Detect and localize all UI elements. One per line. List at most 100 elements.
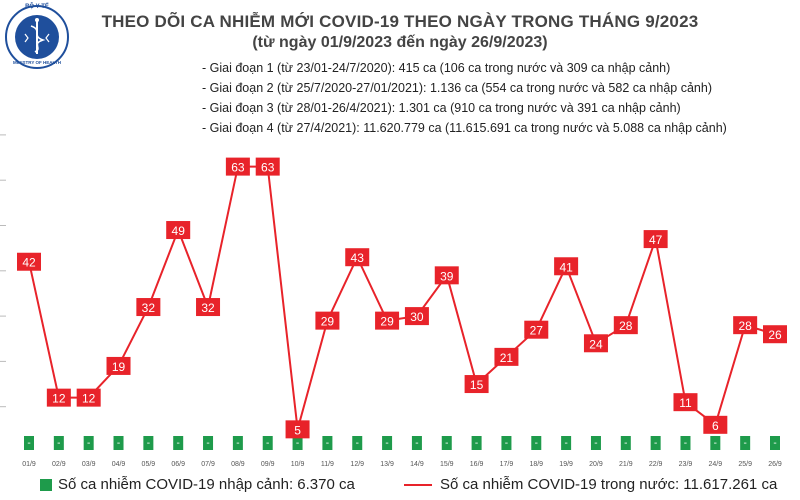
data-label: 39 — [440, 269, 454, 283]
imported-bar — [352, 436, 363, 450]
x-tick-label: 04/9 — [112, 461, 126, 468]
imported-value-label: - — [535, 438, 538, 449]
imported-bar — [471, 436, 482, 450]
chart-subtitle: (từ ngày 01/9/2023 đến ngày 26/9/2023) — [252, 34, 548, 51]
data-point-marker — [136, 298, 161, 317]
data-label: 24 — [589, 337, 603, 351]
data-point-marker — [315, 311, 340, 330]
x-tick-label: 06/9 — [171, 461, 185, 468]
imported-value-label: - — [236, 438, 239, 449]
x-tick-label: 05/9 — [142, 461, 156, 468]
ministry-of-health-logo — [5, 5, 69, 69]
data-point-marker — [554, 257, 579, 276]
imported-value-label: - — [385, 438, 388, 449]
data-point-marker — [46, 388, 71, 407]
data-point-marker — [494, 347, 519, 366]
x-tick-label: 07/9 — [201, 461, 215, 468]
phase-summary-item: - Giai đoạn 1 (từ 23/01-24/7/2020): 415 … — [202, 61, 671, 75]
x-tick-label: 25/9 — [738, 461, 752, 468]
logo-text-bottom: MINISTRY OF HEALTH — [13, 60, 61, 65]
domestic-cases-line — [28, 165, 776, 430]
imported-bar — [24, 436, 34, 450]
data-label: 49 — [172, 224, 186, 238]
imported-bar — [411, 436, 422, 450]
data-point-marker — [255, 157, 280, 176]
x-tick-label: 26/9 — [768, 461, 782, 468]
legend-item-domestic: Số ca nhiễm COVID-19 trong nước: 11.617.… — [404, 476, 777, 493]
x-tick-label: 18/9 — [529, 461, 543, 468]
data-point-marker — [733, 316, 758, 335]
x-tick-label: 02/9 — [52, 461, 66, 468]
imported-bar — [262, 436, 273, 450]
x-tick-label: 24/9 — [709, 461, 723, 468]
imported-bar — [441, 436, 452, 450]
data-label: 28 — [619, 319, 633, 333]
legend-label-domestic: Số ca nhiễm COVID-19 trong nước: 11.617.… — [440, 476, 778, 493]
legend-item-imported: Số ca nhiễm COVID-19 nhập cảnh: 6.370 ca — [40, 476, 355, 493]
imported-bar — [322, 436, 333, 450]
data-point-marker — [763, 325, 787, 344]
imported-bar — [710, 436, 721, 450]
data-label: 12 — [52, 392, 66, 406]
data-point-marker — [17, 252, 41, 271]
imported-bar — [143, 436, 154, 450]
imported-swatch-icon — [40, 478, 52, 491]
imported-bar — [620, 436, 631, 450]
data-point-marker — [196, 298, 221, 317]
phase-summary-item: - Giai đoạn 4 (từ 27/4/2021): 11.620.779… — [202, 121, 727, 135]
x-tick-label: 09/9 — [261, 461, 275, 468]
imported-value-label: - — [296, 438, 299, 449]
data-label: 28 — [738, 319, 752, 333]
data-label: 26 — [768, 328, 782, 342]
imported-value-label: - — [117, 438, 120, 449]
data-point-marker — [434, 266, 459, 285]
imported-bar — [561, 436, 572, 450]
x-tick-label: 01/9 — [22, 461, 36, 468]
imported-value-label: - — [87, 438, 90, 449]
imported-value-label: - — [266, 438, 269, 449]
data-label: 32 — [201, 301, 215, 315]
imported-bar — [382, 436, 393, 450]
x-tick-label: 15/9 — [440, 461, 454, 468]
imported-bar — [113, 436, 124, 450]
x-tick-label: 20/9 — [589, 461, 603, 468]
imported-bar — [770, 436, 780, 450]
data-label: 63 — [261, 161, 275, 175]
data-label: 12 — [82, 392, 96, 406]
data-label: 6 — [712, 419, 719, 433]
data-label: 47 — [649, 233, 663, 247]
imported-value-label: - — [415, 438, 418, 449]
data-point-marker — [76, 388, 101, 407]
imported-bar — [173, 436, 184, 450]
imported-value-label: - — [206, 438, 209, 449]
daily-cases-chart: - - - - - - - - - - - - - - - - - - - - - - - - - - 42 12 12 19 32 49 32… — [0, 134, 787, 468]
data-point-marker — [464, 375, 489, 394]
phase-summary-list: - Giai đoạn 1 (từ 23/01-24/7/2020): 415 … — [202, 58, 727, 138]
imported-bar — [232, 436, 243, 450]
data-point-marker — [404, 307, 429, 326]
imported-value-label: - — [147, 438, 150, 449]
data-point-marker — [375, 311, 400, 330]
imported-value-label: - — [594, 438, 597, 449]
data-point-marker — [673, 393, 698, 412]
x-tick-label: 17/9 — [500, 461, 514, 468]
phase-summary-item: - Giai đoạn 2 (từ 25/7/2020-27/01/2021):… — [202, 81, 712, 95]
legend-label-imported: Số ca nhiễm COVID-19 nhập cảnh: 6.370 ca — [58, 476, 355, 493]
data-point-marker — [166, 221, 191, 240]
data-point-marker — [613, 316, 638, 335]
imported-bar — [83, 436, 94, 450]
data-point-marker — [106, 356, 131, 375]
imported-bar — [531, 436, 542, 450]
imported-value-label: - — [445, 438, 448, 449]
imported-value-label: - — [684, 438, 687, 449]
data-point-marker — [643, 230, 668, 249]
x-tick-label: 03/9 — [82, 461, 96, 468]
imported-value-label: - — [475, 438, 478, 449]
data-label: 5 — [294, 423, 301, 437]
imported-bar — [590, 436, 601, 450]
data-point-marker — [225, 157, 250, 176]
data-label: 11 — [679, 396, 692, 410]
data-label: 41 — [559, 260, 573, 274]
domestic-line-icon — [404, 483, 432, 486]
data-label: 63 — [231, 161, 245, 175]
